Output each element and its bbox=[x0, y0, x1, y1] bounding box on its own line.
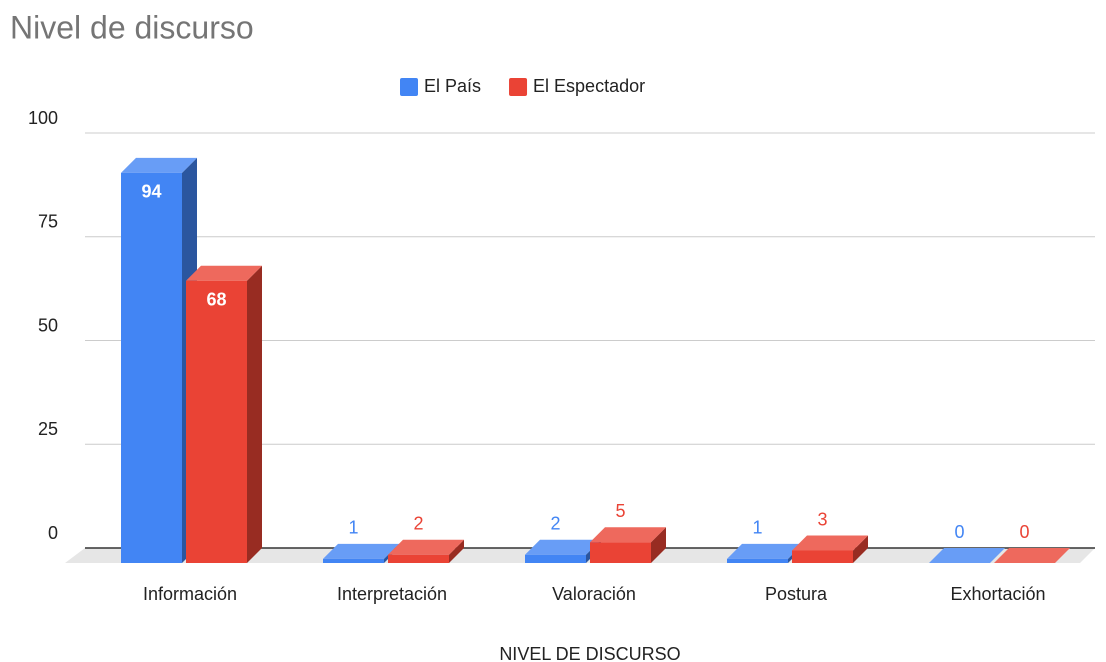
bar bbox=[186, 265, 262, 563]
bar-side bbox=[853, 535, 868, 563]
bar-top bbox=[388, 539, 464, 555]
legend-swatch bbox=[509, 78, 528, 96]
bar bbox=[994, 548, 1070, 563]
legend-label: El País bbox=[424, 76, 481, 96]
bar-front bbox=[186, 280, 247, 563]
bar-top bbox=[929, 548, 1005, 563]
bar-front bbox=[525, 554, 586, 563]
bar-side bbox=[247, 265, 262, 563]
x-tick-label: Valoración bbox=[552, 584, 636, 604]
bar-top bbox=[121, 157, 197, 173]
bar-front bbox=[727, 558, 788, 563]
data-label: 2 bbox=[550, 513, 560, 533]
bar-top bbox=[186, 265, 262, 281]
bar-top bbox=[994, 548, 1070, 563]
bar-top bbox=[323, 543, 399, 559]
x-tick-label: Postura bbox=[765, 584, 828, 604]
x-tick-label: Exhortación bbox=[950, 584, 1045, 604]
bar-front bbox=[323, 558, 384, 563]
data-label: 3 bbox=[817, 509, 827, 529]
x-tick-label: Interpretación bbox=[337, 584, 447, 604]
bar-top bbox=[525, 539, 601, 555]
bar bbox=[792, 535, 868, 563]
chart-title: Nivel de discurso bbox=[10, 9, 254, 45]
data-label: 68 bbox=[206, 290, 226, 310]
data-label: 2 bbox=[413, 513, 423, 533]
bar-front bbox=[388, 554, 449, 563]
x-tick-label: Información bbox=[143, 584, 237, 604]
bar-front bbox=[121, 172, 182, 563]
data-label: 94 bbox=[141, 182, 161, 202]
y-tick-label: 50 bbox=[38, 315, 58, 335]
data-label: 5 bbox=[615, 501, 625, 521]
y-tick-label: 100 bbox=[28, 108, 58, 128]
data-label: 1 bbox=[348, 518, 358, 538]
bar bbox=[121, 157, 197, 563]
bar-side bbox=[651, 527, 666, 563]
data-label: 0 bbox=[1019, 522, 1029, 542]
data-label: 1 bbox=[752, 518, 762, 538]
bar bbox=[525, 539, 601, 563]
bar-front bbox=[590, 542, 651, 563]
bar-front bbox=[792, 550, 853, 563]
bar bbox=[590, 527, 666, 563]
bar bbox=[929, 548, 1005, 563]
bar-top bbox=[792, 535, 868, 551]
x-axis-label: NIVEL DE DISCURSO bbox=[499, 644, 680, 662]
legend-label: El Espectador bbox=[533, 76, 645, 96]
y-tick-label: 0 bbox=[48, 523, 58, 543]
bar bbox=[388, 539, 464, 563]
bar-top bbox=[590, 527, 666, 543]
bar-side bbox=[449, 539, 464, 563]
y-tick-label: 75 bbox=[38, 212, 58, 232]
legend-swatch bbox=[400, 78, 418, 96]
data-label: 0 bbox=[954, 522, 964, 542]
y-tick-label: 25 bbox=[38, 419, 58, 439]
bar-top bbox=[727, 543, 803, 559]
